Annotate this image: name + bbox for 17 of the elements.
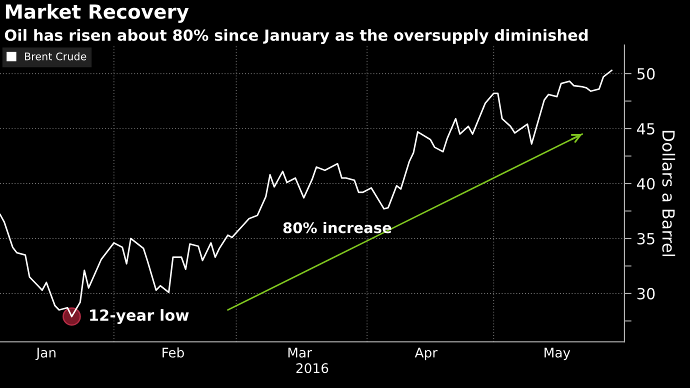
chart-title: Market Recovery: [6, 4, 189, 23]
y-axis-title: Dollars a Barrel: [662, 130, 676, 256]
x-tick-label: Jan: [36, 348, 56, 360]
y-tick-label: 40: [637, 178, 655, 190]
x-axis-title: 2016: [296, 363, 328, 374]
annotation: 80% increase: [283, 222, 392, 234]
y-tick-label: 50: [637, 68, 655, 80]
chart-subtitle: Oil has risen about 80% since January as the oversupply diminished: [4, 29, 588, 44]
annotation: 12-year low: [90, 309, 189, 324]
x-tick-label: May: [544, 348, 570, 360]
x-tick-label: Apr: [414, 348, 438, 360]
y-tick-label: 45: [637, 123, 654, 135]
legend-label: Brent Crude: [24, 52, 86, 60]
y-tick-label: 35: [637, 232, 654, 245]
x-tick-label: Feb: [162, 347, 184, 358]
x-tick-label: Mar: [288, 348, 312, 358]
y-tick-label: 30: [637, 288, 655, 300]
